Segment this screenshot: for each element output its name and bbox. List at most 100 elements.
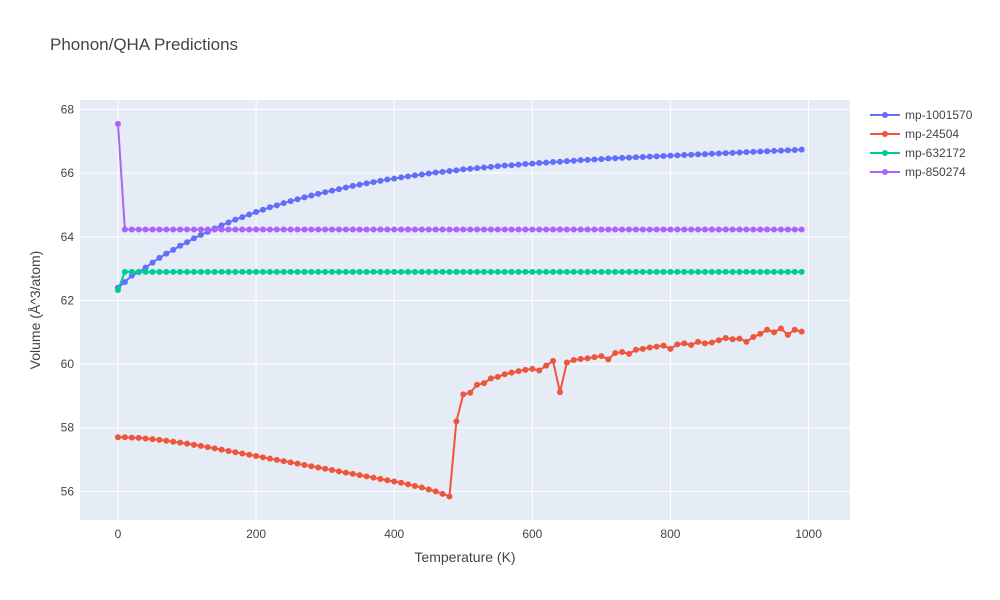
- data-point: [280, 268, 287, 275]
- data-point: [329, 268, 336, 275]
- data-point: [619, 349, 626, 355]
- data-point: [363, 226, 370, 233]
- data-point: [508, 162, 515, 169]
- data-point: [550, 357, 557, 364]
- data-point: [384, 176, 391, 183]
- data-point: [701, 340, 708, 347]
- data-point: [480, 164, 487, 171]
- data-point: [128, 268, 135, 275]
- data-point: [598, 353, 605, 360]
- data-point: [708, 226, 715, 233]
- data-point: [204, 268, 211, 275]
- data-point: [225, 219, 232, 226]
- y-tick-label: 64: [61, 230, 75, 244]
- data-point: [260, 268, 267, 275]
- data-point: [729, 149, 736, 156]
- x-tick-label: 1000: [795, 527, 822, 541]
- data-point: [736, 149, 743, 156]
- data-point: [584, 156, 591, 163]
- data-point: [626, 350, 633, 357]
- data-point: [563, 158, 570, 165]
- data-point: [411, 226, 418, 233]
- data-point: [308, 226, 315, 233]
- data-point: [736, 335, 743, 342]
- data-point: [384, 226, 391, 233]
- data-point: [605, 356, 612, 363]
- data-point: [791, 268, 798, 275]
- legend-item-mp-850274[interactable]: mp-850274: [870, 165, 966, 179]
- data-point: [184, 440, 191, 447]
- data-point: [743, 149, 750, 156]
- legend-item-mp-632172[interactable]: mp-632172: [870, 146, 966, 160]
- data-point: [522, 366, 529, 373]
- data-point: [501, 268, 508, 275]
- data-point: [391, 268, 398, 275]
- data-point: [480, 268, 487, 275]
- data-point: [377, 177, 384, 184]
- data-point: [556, 389, 563, 396]
- data-point: [142, 226, 149, 233]
- data-point: [253, 453, 260, 460]
- data-point: [315, 268, 322, 275]
- data-point: [722, 268, 729, 275]
- data-point: [715, 337, 722, 344]
- data-point: [570, 356, 577, 363]
- data-point: [260, 226, 267, 233]
- data-point: [356, 268, 363, 275]
- data-point: [777, 147, 784, 154]
- data-point: [170, 268, 177, 275]
- data-point: [757, 268, 764, 275]
- legend-item-mp-24504[interactable]: mp-24504: [870, 127, 959, 141]
- data-point: [411, 172, 418, 179]
- data-point: [128, 226, 135, 233]
- data-point: [384, 268, 391, 275]
- data-point: [156, 436, 163, 443]
- data-point: [543, 362, 550, 369]
- legend-item-mp-1001570[interactable]: mp-1001570: [870, 108, 973, 122]
- data-point: [619, 226, 626, 233]
- data-point: [121, 279, 128, 285]
- data-point: [653, 226, 660, 233]
- x-axis-title: Temperature (K): [414, 549, 515, 565]
- data-point: [218, 268, 225, 275]
- legend-label: mp-850274: [905, 165, 966, 179]
- series-line: [117, 270, 802, 291]
- data-point: [626, 268, 633, 275]
- data-point: [446, 493, 453, 500]
- data-point: [715, 150, 722, 157]
- data-point: [342, 268, 349, 275]
- data-point: [398, 226, 405, 233]
- x-tick-label: 800: [660, 527, 680, 541]
- data-point: [335, 226, 342, 233]
- legend[interactable]: mp-1001570 mp-24504 mp-632172 mp-850274: [870, 108, 973, 179]
- data-point: [273, 268, 280, 275]
- data-point: [363, 268, 370, 275]
- data-point: [550, 159, 557, 166]
- data-point: [308, 192, 315, 199]
- data-point: [695, 268, 702, 275]
- data-point: [598, 226, 605, 233]
- data-point: [474, 381, 481, 388]
- data-point: [156, 268, 163, 275]
- x-axis-ticks: 0 200 400 600 800 1000: [115, 527, 823, 541]
- data-point: [156, 226, 163, 233]
- data-point: [570, 226, 577, 233]
- data-point: [280, 226, 287, 233]
- data-point: [418, 171, 425, 178]
- data-point: [349, 268, 356, 275]
- data-point: [301, 226, 308, 233]
- data-point: [211, 445, 218, 452]
- data-point: [598, 156, 605, 163]
- data-point: [688, 342, 695, 348]
- data-point: [197, 268, 204, 275]
- data-point: [418, 484, 425, 491]
- data-point: [474, 226, 481, 233]
- data-point: [550, 226, 557, 233]
- data-point: [287, 198, 294, 205]
- y-tick-label: 62: [61, 293, 75, 307]
- y-tick-label: 68: [61, 103, 75, 117]
- data-point: [246, 226, 253, 233]
- data-point: [660, 342, 667, 349]
- data-point: [681, 340, 688, 347]
